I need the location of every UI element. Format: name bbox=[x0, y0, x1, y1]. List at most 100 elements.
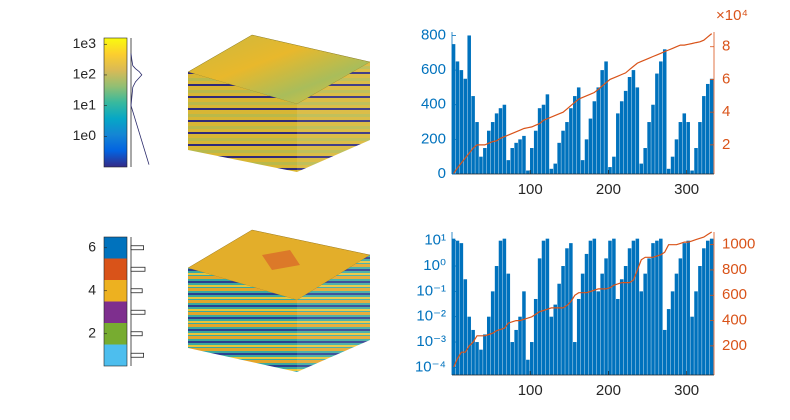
bar bbox=[561, 130, 565, 174]
bar bbox=[580, 273, 585, 375]
bar bbox=[486, 130, 491, 174]
bar bbox=[486, 316, 491, 375]
bar bbox=[494, 266, 499, 375]
bar bbox=[616, 113, 620, 174]
bar bbox=[592, 101, 597, 174]
bar bbox=[678, 258, 683, 375]
colorbar-tick-label: 1e2 bbox=[73, 66, 97, 82]
bar bbox=[702, 96, 706, 174]
bar bbox=[639, 291, 644, 375]
bar bbox=[604, 61, 608, 174]
bar bbox=[686, 122, 690, 174]
bar bbox=[662, 49, 667, 174]
bar bbox=[635, 238, 640, 375]
colorbar-level bbox=[104, 323, 127, 345]
bar bbox=[533, 130, 538, 174]
y2-tick-label: 4 bbox=[722, 103, 730, 120]
bar bbox=[471, 96, 475, 174]
bar bbox=[600, 273, 604, 375]
bar bbox=[670, 156, 675, 174]
y2-tick-label: 400 bbox=[722, 312, 747, 329]
volume-render bbox=[187, 34, 371, 172]
bar bbox=[686, 240, 690, 375]
y-tick-label: 10⁻² bbox=[416, 308, 446, 325]
y-tick-label: 10⁰ bbox=[423, 257, 446, 274]
bar bbox=[694, 148, 698, 174]
bar bbox=[510, 342, 514, 375]
y-tick-label: 400 bbox=[421, 96, 446, 113]
bar bbox=[541, 104, 546, 174]
bar bbox=[463, 279, 468, 375]
bar bbox=[588, 118, 593, 174]
bar bbox=[514, 142, 518, 174]
y2-tick-label: 600 bbox=[722, 286, 747, 303]
bar bbox=[518, 139, 522, 174]
bar bbox=[623, 90, 628, 174]
colorbar-tick-label: 2 bbox=[88, 324, 96, 340]
x-tick-label: 100 bbox=[518, 181, 543, 198]
bar bbox=[608, 240, 612, 375]
bar bbox=[537, 108, 542, 174]
bar bbox=[545, 238, 550, 375]
bar bbox=[506, 273, 511, 375]
colorbar-level bbox=[104, 237, 127, 259]
bar bbox=[475, 342, 479, 375]
x-tick-label: 300 bbox=[674, 382, 699, 399]
y-tick-label: 10⁻⁴ bbox=[415, 358, 446, 375]
bar bbox=[709, 78, 714, 174]
bar bbox=[479, 156, 483, 174]
bar bbox=[565, 248, 569, 375]
bar bbox=[526, 359, 530, 375]
colorbar-tick-label: 1e1 bbox=[73, 96, 97, 112]
y2-tick-label: 2 bbox=[722, 136, 730, 153]
bar bbox=[565, 122, 569, 174]
bar bbox=[612, 156, 616, 174]
x-tick-label: 100 bbox=[518, 382, 543, 399]
y-tick-label: 0 bbox=[438, 165, 446, 182]
bar bbox=[459, 70, 464, 174]
y-tick-label: 10¹ bbox=[424, 232, 446, 249]
bar bbox=[455, 61, 460, 174]
bar bbox=[498, 240, 503, 375]
bar bbox=[666, 168, 671, 174]
bar bbox=[553, 163, 557, 174]
bar bbox=[694, 291, 698, 375]
bar bbox=[659, 61, 663, 174]
bar bbox=[451, 238, 456, 375]
colorbar-tick-label: 4 bbox=[88, 281, 96, 297]
bar bbox=[690, 170, 694, 174]
bar bbox=[600, 70, 604, 174]
colorbar-level bbox=[104, 258, 127, 280]
bar bbox=[604, 258, 608, 375]
bar bbox=[639, 163, 644, 174]
bar bbox=[584, 139, 589, 174]
hist-profile bbox=[130, 53, 150, 165]
bar bbox=[463, 78, 468, 174]
bar bbox=[557, 283, 561, 375]
colorbar-tick-label: 6 bbox=[88, 238, 96, 254]
colorbar-tick-label: 1e3 bbox=[73, 35, 97, 51]
colorbar-tick-label: 1e0 bbox=[73, 127, 97, 143]
bar bbox=[483, 148, 487, 174]
colorbar bbox=[103, 37, 128, 168]
bar bbox=[498, 108, 503, 174]
hist-bar bbox=[130, 288, 143, 294]
x-tick-label: 300 bbox=[674, 181, 699, 198]
bar bbox=[526, 170, 530, 174]
hist-bar bbox=[130, 245, 145, 251]
bar bbox=[502, 104, 507, 174]
bar bbox=[467, 35, 471, 175]
x-tick-label: 200 bbox=[596, 382, 621, 399]
bar bbox=[588, 240, 593, 375]
bar bbox=[573, 96, 577, 174]
bar bbox=[569, 243, 573, 375]
volume-render bbox=[187, 229, 371, 372]
colorbar-level bbox=[104, 301, 127, 323]
bar bbox=[514, 329, 518, 375]
y2-tick-label: 800 bbox=[722, 261, 747, 278]
bar bbox=[616, 298, 620, 375]
colorbar-level bbox=[104, 344, 127, 366]
bar bbox=[557, 142, 561, 174]
bar bbox=[631, 240, 636, 375]
bar bbox=[682, 243, 687, 375]
